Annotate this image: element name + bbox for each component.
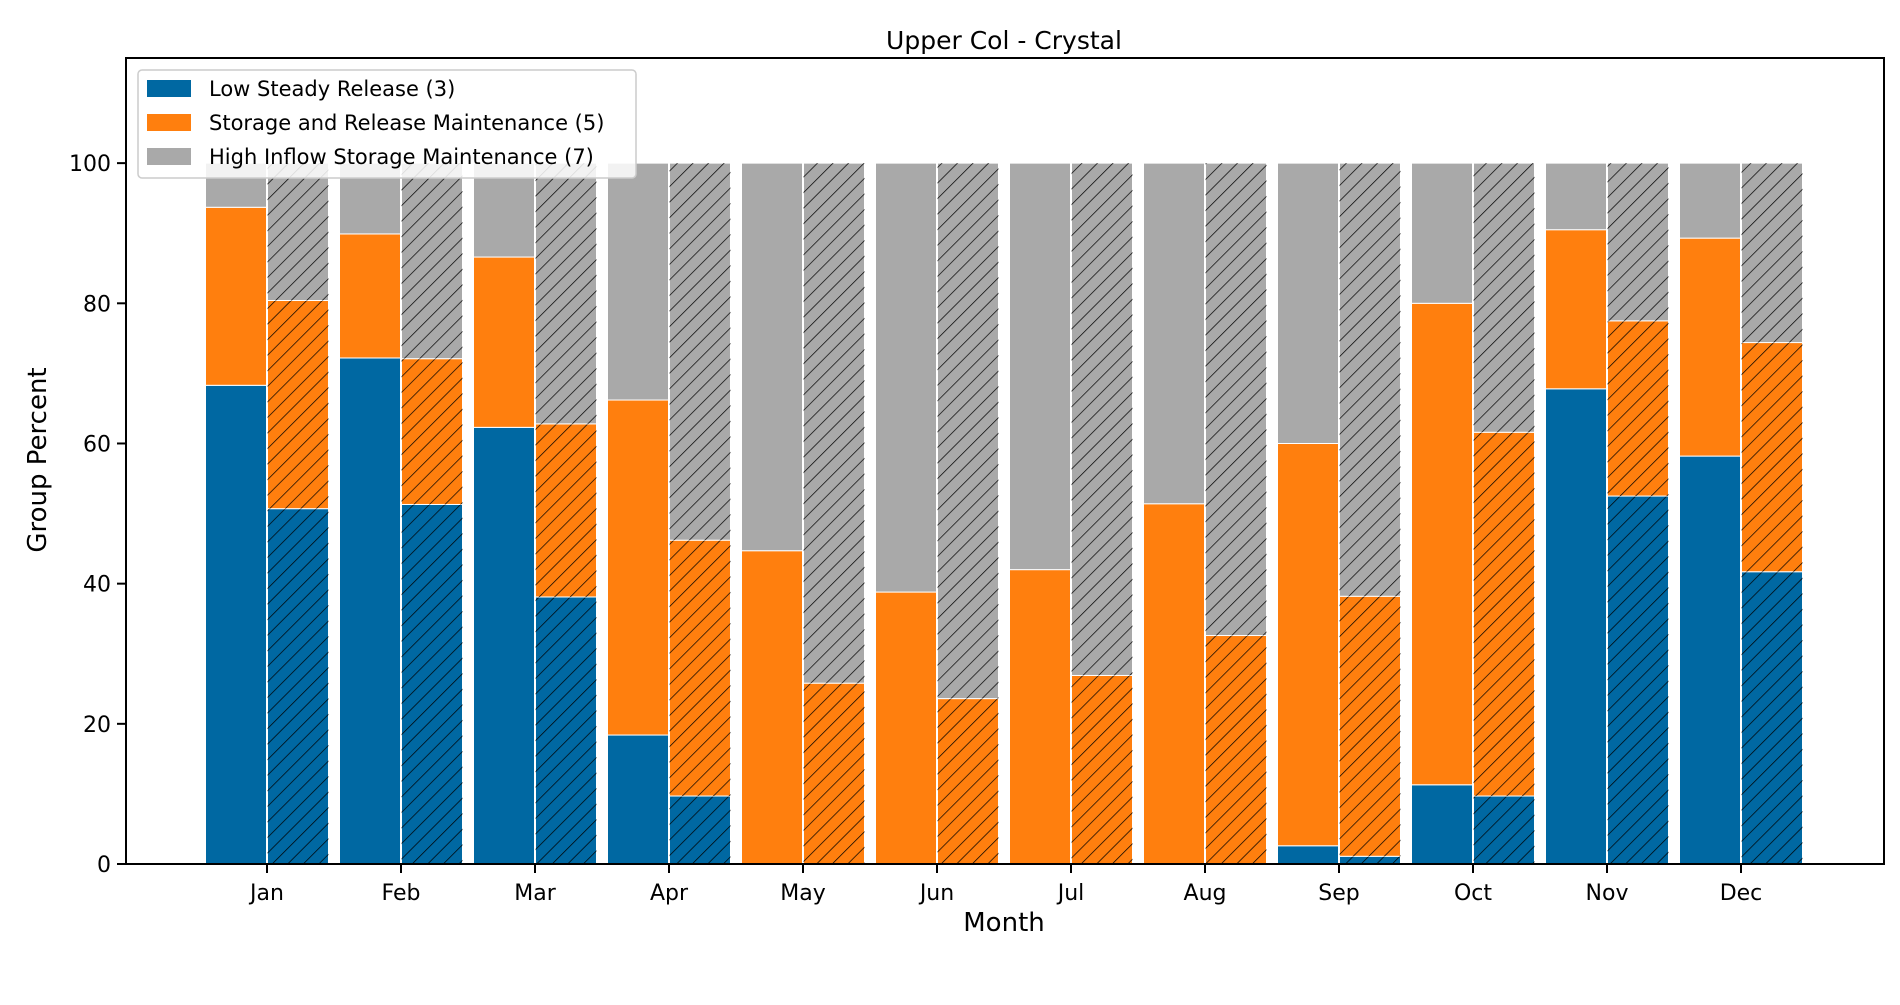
bar-dec-storage-and-release-maintenance bbox=[1679, 237, 1741, 457]
bar-hatch-jan-storage-and-release-maintenance bbox=[267, 300, 329, 509]
x-tick-label: Jul bbox=[1056, 881, 1085, 906]
bar-hatch-jun-storage-and-release-maintenance bbox=[937, 698, 999, 864]
legend-label-high-inflow: High Inflow Storage Maintenance (7) bbox=[209, 145, 594, 169]
x-tick-label: May bbox=[780, 881, 825, 906]
legend-entry-storage-release: Storage and Release Maintenance (5) bbox=[147, 111, 604, 135]
x-tick-label: Nov bbox=[1586, 881, 1629, 906]
y-axis-label: Group Percent bbox=[23, 367, 53, 552]
bar-nov-high-inflow-storage-maintenance bbox=[1545, 162, 1607, 231]
bar-dec-high-inflow-storage-maintenance bbox=[1679, 162, 1741, 239]
plot-frame bbox=[125, 57, 1885, 865]
bar-hatch-mar-high-inflow-storage-maintenance bbox=[535, 163, 597, 424]
legend-swatch-low-steady bbox=[147, 80, 191, 97]
bar-jun-high-inflow-storage-maintenance bbox=[875, 162, 937, 593]
y-tick-label: 20 bbox=[83, 713, 111, 738]
x-tick-label: Aug bbox=[1184, 881, 1227, 906]
bar-hatch-mar-low-steady-release bbox=[535, 596, 597, 864]
bar-mar-high-inflow-storage-maintenance bbox=[473, 162, 535, 258]
bar-hatch-jun-high-inflow-storage-maintenance bbox=[937, 163, 999, 699]
legend-frame bbox=[137, 69, 637, 179]
legend-swatch-storage-release bbox=[147, 114, 191, 131]
bar-hatch-sep-high-inflow-storage-maintenance bbox=[1339, 163, 1401, 597]
legend-label-storage-release: Storage and Release Maintenance (5) bbox=[209, 111, 604, 135]
x-tick-label: Sep bbox=[1318, 881, 1359, 906]
legend-label-low-steady: Low Steady Release (3) bbox=[209, 77, 455, 101]
bar-oct-low-steady-release bbox=[1411, 784, 1473, 865]
bar-apr-low-steady-release bbox=[607, 734, 669, 865]
bar-hatch-oct-high-inflow-storage-maintenance bbox=[1473, 163, 1535, 433]
bar-sep-high-inflow-storage-maintenance bbox=[1277, 162, 1339, 444]
bar-hatch-dec-storage-and-release-maintenance bbox=[1741, 342, 1803, 572]
bar-hatch-jan-high-inflow-storage-maintenance bbox=[267, 163, 329, 301]
bar-hatch-feb-high-inflow-storage-maintenance bbox=[401, 163, 463, 359]
bar-jan-low-steady-release bbox=[205, 384, 267, 865]
bar-hatch-may-high-inflow-storage-maintenance bbox=[803, 163, 865, 684]
bar-hatch-mar-storage-and-release-maintenance bbox=[535, 423, 597, 597]
bar-apr-storage-and-release-maintenance bbox=[607, 399, 669, 736]
x-tick-label: Mar bbox=[514, 881, 556, 906]
bar-jul-storage-and-release-maintenance bbox=[1009, 569, 1071, 865]
bar-hatch-feb-low-steady-release bbox=[401, 504, 463, 864]
bar-hatch-jul-storage-and-release-maintenance bbox=[1071, 675, 1133, 864]
bar-hatch-may-storage-and-release-maintenance bbox=[803, 683, 865, 864]
x-tick-label: Jun bbox=[918, 881, 954, 906]
legend-entry-low-steady: Low Steady Release (3) bbox=[147, 77, 455, 101]
x-tick-label: Jan bbox=[248, 881, 284, 906]
bar-hatch-nov-storage-and-release-maintenance bbox=[1607, 320, 1669, 497]
y-tick-label: 60 bbox=[83, 432, 111, 457]
x-tick-label: Feb bbox=[382, 881, 421, 906]
legend: Low Steady Release (3) Storage and Relea… bbox=[137, 69, 637, 179]
x-tick-label: Apr bbox=[650, 881, 689, 906]
bar-dec-low-steady-release bbox=[1679, 455, 1741, 865]
bar-hatch-oct-storage-and-release-maintenance bbox=[1473, 432, 1535, 797]
bar-hatch-apr-low-steady-release bbox=[669, 796, 731, 864]
bar-hatch-oct-low-steady-release bbox=[1473, 796, 1535, 864]
x-tick-label: Dec bbox=[1720, 881, 1763, 906]
bar-hatch-sep-storage-and-release-maintenance bbox=[1339, 596, 1401, 857]
x-axis-label: Month bbox=[963, 908, 1045, 938]
bar-apr-high-inflow-storage-maintenance bbox=[607, 162, 669, 401]
bar-jun-storage-and-release-maintenance bbox=[875, 591, 937, 865]
legend-entry-high-inflow: High Inflow Storage Maintenance (7) bbox=[147, 145, 594, 169]
bar-hatch-apr-storage-and-release-maintenance bbox=[669, 540, 731, 797]
bar-hatch-aug-storage-and-release-maintenance bbox=[1205, 635, 1267, 864]
bar-hatch-dec-low-steady-release bbox=[1741, 571, 1803, 864]
x-tick-label: Oct bbox=[1454, 881, 1492, 906]
bar-hatch-jan-low-steady-release bbox=[267, 508, 329, 864]
bar-sep-low-steady-release bbox=[1277, 845, 1339, 865]
bar-mar-low-steady-release bbox=[473, 426, 535, 865]
bar-jul-high-inflow-storage-maintenance bbox=[1009, 162, 1071, 571]
bar-hatch-aug-high-inflow-storage-maintenance bbox=[1205, 163, 1267, 636]
chart-title: Upper Col - Crystal bbox=[886, 26, 1122, 55]
bar-aug-high-inflow-storage-maintenance bbox=[1143, 162, 1205, 505]
bar-hatch-feb-storage-and-release-maintenance bbox=[401, 358, 463, 505]
y-tick-label: 100 bbox=[69, 152, 111, 177]
bar-sep-storage-and-release-maintenance bbox=[1277, 442, 1339, 847]
axes-layer: Jan Feb Mar Apr May Jun Jul Aug Sep Oct Nov Dec 0 20 4… bbox=[69, 57, 1885, 906]
bar-hatch-nov-high-inflow-storage-maintenance bbox=[1607, 163, 1669, 321]
bar-mar-storage-and-release-maintenance bbox=[473, 256, 535, 428]
bar-may-storage-and-release-maintenance bbox=[741, 550, 803, 865]
legend-swatch-high-inflow bbox=[147, 148, 191, 165]
bar-nov-storage-and-release-maintenance bbox=[1545, 229, 1607, 390]
bar-jan-storage-and-release-maintenance bbox=[205, 206, 267, 386]
bar-hatch-apr-high-inflow-storage-maintenance bbox=[669, 163, 731, 541]
y-tick-label: 0 bbox=[97, 853, 111, 878]
bar-nov-low-steady-release bbox=[1545, 388, 1607, 865]
bar-hatch-nov-low-steady-release bbox=[1607, 496, 1669, 864]
bar-oct-storage-and-release-maintenance bbox=[1411, 302, 1473, 786]
bar-hatch-sep-low-steady-release bbox=[1339, 856, 1401, 864]
bar-oct-high-inflow-storage-maintenance bbox=[1411, 162, 1473, 304]
bar-feb-storage-and-release-maintenance bbox=[339, 233, 401, 359]
bar-feb-low-steady-release bbox=[339, 357, 401, 865]
bar-may-high-inflow-storage-maintenance bbox=[741, 162, 803, 552]
y-tick-label: 40 bbox=[83, 573, 111, 598]
y-tick-label: 80 bbox=[83, 292, 111, 317]
bars-layer bbox=[205, 162, 1803, 865]
bar-hatch-dec-high-inflow-storage-maintenance bbox=[1741, 163, 1803, 343]
bar-aug-storage-and-release-maintenance bbox=[1143, 503, 1205, 865]
bar-hatch-jul-high-inflow-storage-maintenance bbox=[1071, 163, 1133, 676]
